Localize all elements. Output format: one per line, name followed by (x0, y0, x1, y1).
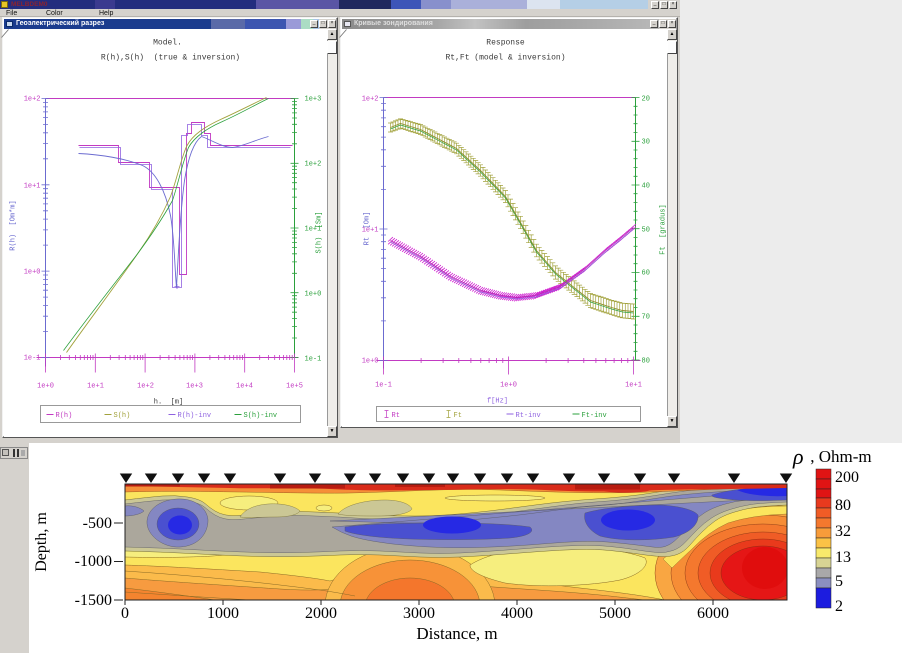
svg-text:Rt,Ft (model & inversion): Rt,Ft (model & inversion) (445, 54, 565, 63)
svg-text:-1000: -1000 (75, 553, 112, 570)
svg-text:f[Hz]: f[Hz] (487, 398, 508, 406)
svg-text:200: 200 (835, 469, 859, 486)
svg-text:Ft-inv: Ft-inv (582, 412, 607, 420)
svg-text:5000: 5000 (599, 605, 631, 622)
svg-text:1e+0: 1e+0 (305, 291, 322, 299)
svg-text:Ft [gradus]: Ft [gradus] (660, 204, 668, 254)
svg-text:1e+1: 1e+1 (87, 383, 104, 391)
svg-text:80: 80 (642, 358, 650, 366)
svg-text:1e+1: 1e+1 (24, 183, 41, 191)
svg-text:80: 80 (835, 497, 851, 514)
svg-text:1e+2: 1e+2 (362, 96, 379, 104)
svg-text:60: 60 (642, 270, 650, 278)
svg-text:40: 40 (642, 183, 650, 191)
svg-text:S(h) [Sm]: S(h) [Sm] (316, 211, 324, 253)
svg-text:h. [m]: h. [m] (154, 399, 183, 407)
svg-text:S(h): S(h) (114, 412, 131, 420)
svg-text:1e+3: 1e+3 (186, 383, 203, 391)
svg-text:Model.: Model. (153, 39, 182, 48)
svg-text:1e-1: 1e-1 (375, 382, 392, 390)
svg-text:R(h) [Om*m]: R(h) [Om*m] (10, 200, 18, 250)
svg-text:1e-1: 1e-1 (305, 356, 322, 364)
svg-text:R(h)-inv: R(h)-inv (178, 412, 212, 420)
svg-text:R(h),S(h) (true & inversion): R(h),S(h) (true & inversion) (101, 54, 240, 63)
svg-text:Response: Response (486, 39, 525, 48)
svg-text:1e+2: 1e+2 (137, 383, 154, 391)
svg-text:1e+4: 1e+4 (236, 383, 253, 391)
svg-text:70: 70 (642, 314, 650, 322)
svg-text:1e-1: 1e-1 (24, 355, 41, 363)
svg-text:1e+0: 1e+0 (500, 382, 517, 390)
svg-text:1e+0: 1e+0 (362, 358, 379, 366)
svg-text:1e+0: 1e+0 (37, 383, 54, 391)
svg-text:ρ: ρ (792, 444, 804, 469)
svg-text:1e+2: 1e+2 (305, 161, 322, 169)
svg-text:Distance, m: Distance, m (416, 624, 497, 643)
svg-text:13: 13 (835, 549, 851, 566)
svg-text:1e+1: 1e+1 (362, 227, 379, 235)
svg-text:Rt [Om]: Rt [Om] (364, 212, 372, 246)
svg-text:Rt-inv: Rt-inv (516, 412, 541, 420)
svg-text:3000: 3000 (403, 605, 435, 622)
svg-text:Ft: Ft (454, 412, 462, 420)
svg-text:Rt: Rt (392, 412, 400, 420)
svg-text:, Ohm-m: , Ohm-m (806, 447, 872, 466)
svg-text:0: 0 (121, 605, 129, 622)
svg-text:Depth, m: Depth, m (33, 512, 50, 572)
svg-text:-1500: -1500 (75, 592, 112, 609)
svg-text:1e+3: 1e+3 (305, 96, 322, 104)
svg-text:50: 50 (642, 227, 650, 235)
svg-text:1e+1: 1e+1 (305, 226, 322, 234)
svg-text:30: 30 (642, 139, 650, 147)
svg-text:5: 5 (835, 573, 843, 590)
svg-text:-500: -500 (83, 515, 112, 532)
svg-text:R(h): R(h) (56, 412, 73, 420)
svg-text:1e+2: 1e+2 (24, 96, 41, 104)
svg-text:2000: 2000 (305, 605, 337, 622)
svg-text:4000: 4000 (501, 605, 533, 622)
svg-text:S(h)-inv: S(h)-inv (244, 412, 278, 420)
svg-text:32: 32 (835, 523, 851, 540)
svg-text:6000: 6000 (697, 605, 729, 622)
svg-text:2: 2 (835, 598, 843, 615)
svg-text:20: 20 (642, 96, 650, 104)
svg-text:1e+0: 1e+0 (24, 269, 41, 277)
svg-text:1000: 1000 (207, 605, 239, 622)
svg-text:1e+1: 1e+1 (625, 382, 642, 390)
svg-text:1e+5: 1e+5 (286, 383, 303, 391)
